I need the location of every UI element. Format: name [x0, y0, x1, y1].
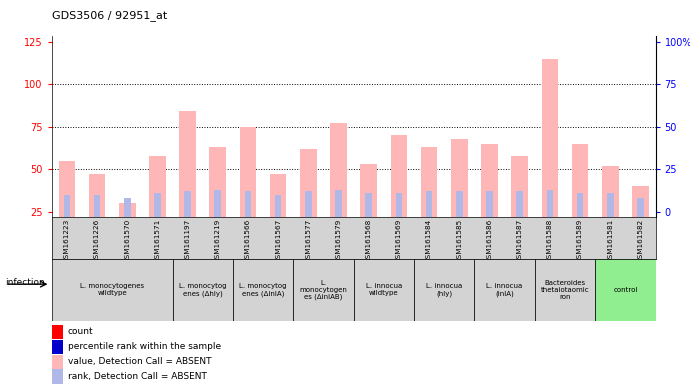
Bar [421, 147, 437, 217]
Text: GSM161579: GSM161579 [335, 219, 342, 263]
Bar [179, 111, 196, 217]
Bar [149, 156, 166, 217]
Bar [602, 166, 618, 217]
Text: GSM161581: GSM161581 [607, 219, 613, 263]
Bar [414, 259, 475, 321]
Bar [577, 193, 583, 217]
Text: L. monocytogenes
wildtype: L. monocytogenes wildtype [80, 283, 144, 296]
Bar [395, 193, 402, 217]
Text: GSM161197: GSM161197 [185, 219, 190, 263]
Text: GSM161584: GSM161584 [426, 219, 432, 263]
Text: L. innocua
(inlA): L. innocua (inlA) [486, 283, 523, 297]
Bar [607, 193, 613, 217]
Bar [360, 164, 377, 217]
Text: GSM161588: GSM161588 [547, 219, 553, 263]
Bar [572, 144, 589, 217]
Bar [52, 340, 63, 354]
Text: GSM161571: GSM161571 [155, 219, 160, 263]
Bar [275, 195, 282, 217]
Bar [305, 191, 312, 217]
Text: L. monocytog
enes (ΔinlA): L. monocytog enes (ΔinlA) [239, 283, 287, 297]
Bar [293, 259, 353, 321]
Bar [300, 149, 317, 217]
Bar [270, 174, 286, 217]
Bar [59, 161, 75, 217]
Text: GSM161577: GSM161577 [306, 219, 311, 263]
Text: L.
monocytogen
es (ΔinlAB): L. monocytogen es (ΔinlAB) [299, 280, 347, 300]
Bar [184, 191, 191, 217]
Text: percentile rank within the sample: percentile rank within the sample [68, 342, 221, 351]
Bar [52, 369, 63, 384]
Text: GSM161589: GSM161589 [577, 219, 583, 263]
Text: GDS3506 / 92951_at: GDS3506 / 92951_at [52, 10, 167, 20]
Bar [124, 198, 130, 217]
Text: L. monocytog
enes (Δhly): L. monocytog enes (Δhly) [179, 283, 226, 297]
Text: GSM161585: GSM161585 [456, 219, 462, 263]
Text: GSM161570: GSM161570 [124, 219, 130, 263]
Bar [245, 191, 251, 217]
Bar [52, 259, 172, 321]
Bar [546, 190, 553, 217]
Text: GSM161226: GSM161226 [94, 219, 100, 263]
Text: L. innocua
(hly): L. innocua (hly) [426, 283, 462, 297]
Bar [535, 259, 595, 321]
Bar [233, 259, 293, 321]
Text: GSM161219: GSM161219 [215, 219, 221, 263]
Bar [52, 325, 63, 339]
Text: value, Detection Call = ABSENT: value, Detection Call = ABSENT [68, 357, 211, 366]
Bar [595, 259, 656, 321]
Text: GSM161582: GSM161582 [638, 219, 643, 263]
Text: GSM161586: GSM161586 [486, 219, 493, 263]
Bar [366, 193, 372, 217]
Bar [63, 195, 70, 217]
Bar [451, 139, 468, 217]
Text: GSM161567: GSM161567 [275, 219, 281, 263]
Bar [172, 259, 233, 321]
Text: GSM161568: GSM161568 [366, 219, 372, 263]
Bar [94, 195, 100, 217]
Bar [637, 198, 644, 217]
Bar [481, 144, 497, 217]
Bar [335, 190, 342, 217]
Bar [632, 186, 649, 217]
Text: Bacteroides
thetaiotaomic
ron: Bacteroides thetaiotaomic ron [541, 280, 589, 300]
Bar [331, 123, 347, 217]
Bar [391, 135, 407, 217]
Text: GSM161587: GSM161587 [517, 219, 522, 263]
Bar [511, 156, 528, 217]
Text: GSM161566: GSM161566 [245, 219, 251, 263]
Text: control: control [613, 287, 638, 293]
Bar [426, 191, 433, 217]
Bar [353, 259, 414, 321]
Text: L. innocua
wildtype: L. innocua wildtype [366, 283, 402, 296]
Bar [239, 127, 256, 217]
Text: rank, Detection Call = ABSENT: rank, Detection Call = ABSENT [68, 372, 206, 381]
Bar [119, 204, 135, 217]
Bar [542, 59, 558, 217]
Bar [215, 190, 221, 217]
Text: GSM161223: GSM161223 [64, 219, 70, 263]
Bar [210, 147, 226, 217]
Bar [89, 174, 106, 217]
Bar [475, 259, 535, 321]
Bar [154, 193, 161, 217]
Bar [456, 191, 462, 217]
Text: GSM161569: GSM161569 [396, 219, 402, 263]
Bar [52, 354, 63, 369]
Text: infection: infection [6, 278, 46, 287]
Bar [486, 191, 493, 217]
Text: count: count [68, 328, 93, 336]
Bar [516, 191, 523, 217]
